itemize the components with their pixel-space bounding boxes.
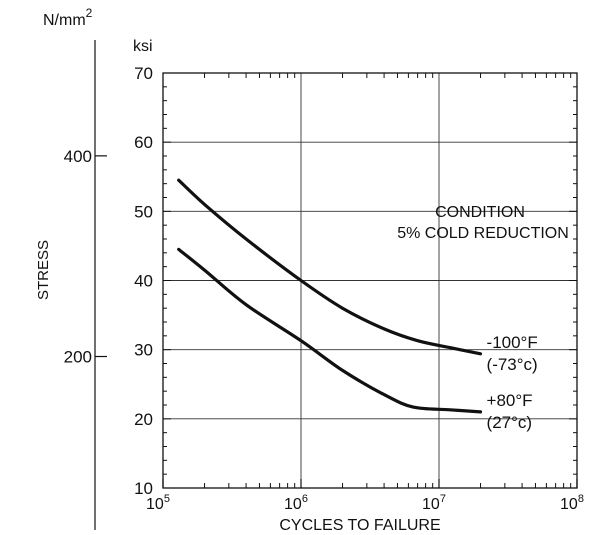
x-tick-label: 106: [284, 493, 308, 513]
series-label-1: (27°c): [487, 413, 533, 432]
x-tick-base: 10: [422, 496, 440, 513]
series-line-1: [177, 247, 483, 414]
annotation-condition: CONDITION: [435, 204, 525, 221]
secondary-axis-tick-label: 200: [64, 348, 92, 367]
x-tick-label: 107: [422, 493, 446, 513]
series-label-1: +80°F: [487, 391, 533, 410]
secondary-axis: 400 200: [64, 40, 107, 530]
series-line-0: [177, 178, 483, 356]
y-tick-label: 30: [134, 341, 153, 360]
x-tick-base: 10: [146, 496, 164, 513]
y-tick-label: 40: [134, 272, 153, 291]
y-axis-ticks: 10 20 30 40 50 60 70: [134, 64, 577, 498]
annotation-cold-reduction: 5% COLD REDUCTION: [397, 225, 569, 242]
x-tick-base: 10: [560, 496, 578, 513]
x-tick-exponent: 7: [440, 493, 446, 505]
secondary-axis-unit: N/mm2: [43, 6, 93, 29]
x-tick-exponent: 8: [578, 493, 584, 505]
y-tick-label: 20: [134, 410, 153, 429]
x-tick-label: 108: [560, 493, 584, 513]
y-tick-label: 60: [134, 133, 153, 152]
x-tick-exponent: 5: [164, 493, 170, 505]
secondary-unit-exp: 2: [86, 6, 93, 20]
series-label-0: -100°F: [487, 333, 538, 352]
y-tick-label: 50: [134, 202, 153, 221]
y-axis-label: STRESS: [35, 240, 52, 300]
y-axis-unit: ksi: [133, 38, 153, 55]
series-label-0: (-73°c): [487, 355, 538, 374]
series-labels: -100°F (-73°c) +80°F (27°c): [487, 333, 538, 432]
x-tick-exponent: 6: [302, 493, 308, 505]
x-tick-base: 10: [284, 496, 302, 513]
secondary-axis-tick-label: 400: [64, 147, 92, 166]
x-tick-label: 105: [146, 493, 170, 513]
secondary-unit-base: N/mm: [43, 12, 86, 29]
y-tick-label: 10: [134, 479, 153, 498]
y-tick-label: 70: [134, 64, 153, 83]
x-axis-ticks: 105 106 107 108: [146, 73, 584, 513]
series-lines: [177, 178, 483, 414]
x-axis-label: CYCLES TO FAILURE: [279, 517, 440, 534]
